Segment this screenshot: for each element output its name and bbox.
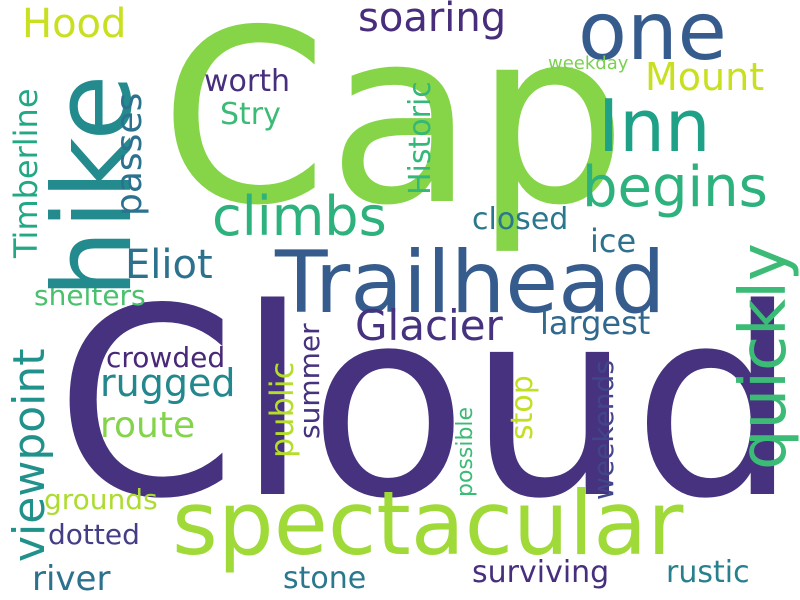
word-inn: Inn [598,84,711,168]
word-begins: begins [582,155,768,220]
word-climbs: climbs [212,185,387,248]
word-mount: Mount [645,55,765,99]
word-trailhead: Trailhead [275,233,666,333]
word-closed: closed [472,202,569,237]
word-hood: Hood [22,1,127,47]
word-cloud-big: Cloud [55,254,798,556]
word-surviving: surviving [472,555,610,590]
word-summer: summer [293,323,326,439]
word-timberline: Timberline [7,88,45,258]
word-worth: worth [204,64,291,99]
word-passes: passes [109,92,150,216]
word-cap: Cap [160,0,627,258]
word-eliot: Eliot [125,242,213,288]
word-one: one [578,0,727,78]
word-quickly: quickly [727,243,800,470]
word-largest: largest [540,304,651,342]
word-stop: stop [505,375,540,440]
word-dotted: dotted [48,518,140,551]
word-spectacular: spectacular [172,472,684,575]
word-stone: stone [283,561,367,596]
word-rugged: rugged [100,361,236,405]
word-crowded: crowded [106,341,226,374]
word-soaring: soaring [358,0,507,41]
word-glacier: Glacier [355,301,503,350]
word-viewpoint: viewpoint [4,348,55,562]
word-ice: ice [590,222,637,260]
word-shelters: shelters [34,279,146,312]
word-stry: Stry [220,97,281,132]
word-possible: possible [453,406,478,497]
word-river: river [32,559,111,599]
word-grounds: grounds [44,483,158,516]
word-weekends: weekends [587,360,620,500]
word-route: route [100,405,196,446]
word-rustic: rustic [666,555,750,590]
word-historic: Historic [403,81,438,195]
word-weekday: weekday [548,53,629,74]
